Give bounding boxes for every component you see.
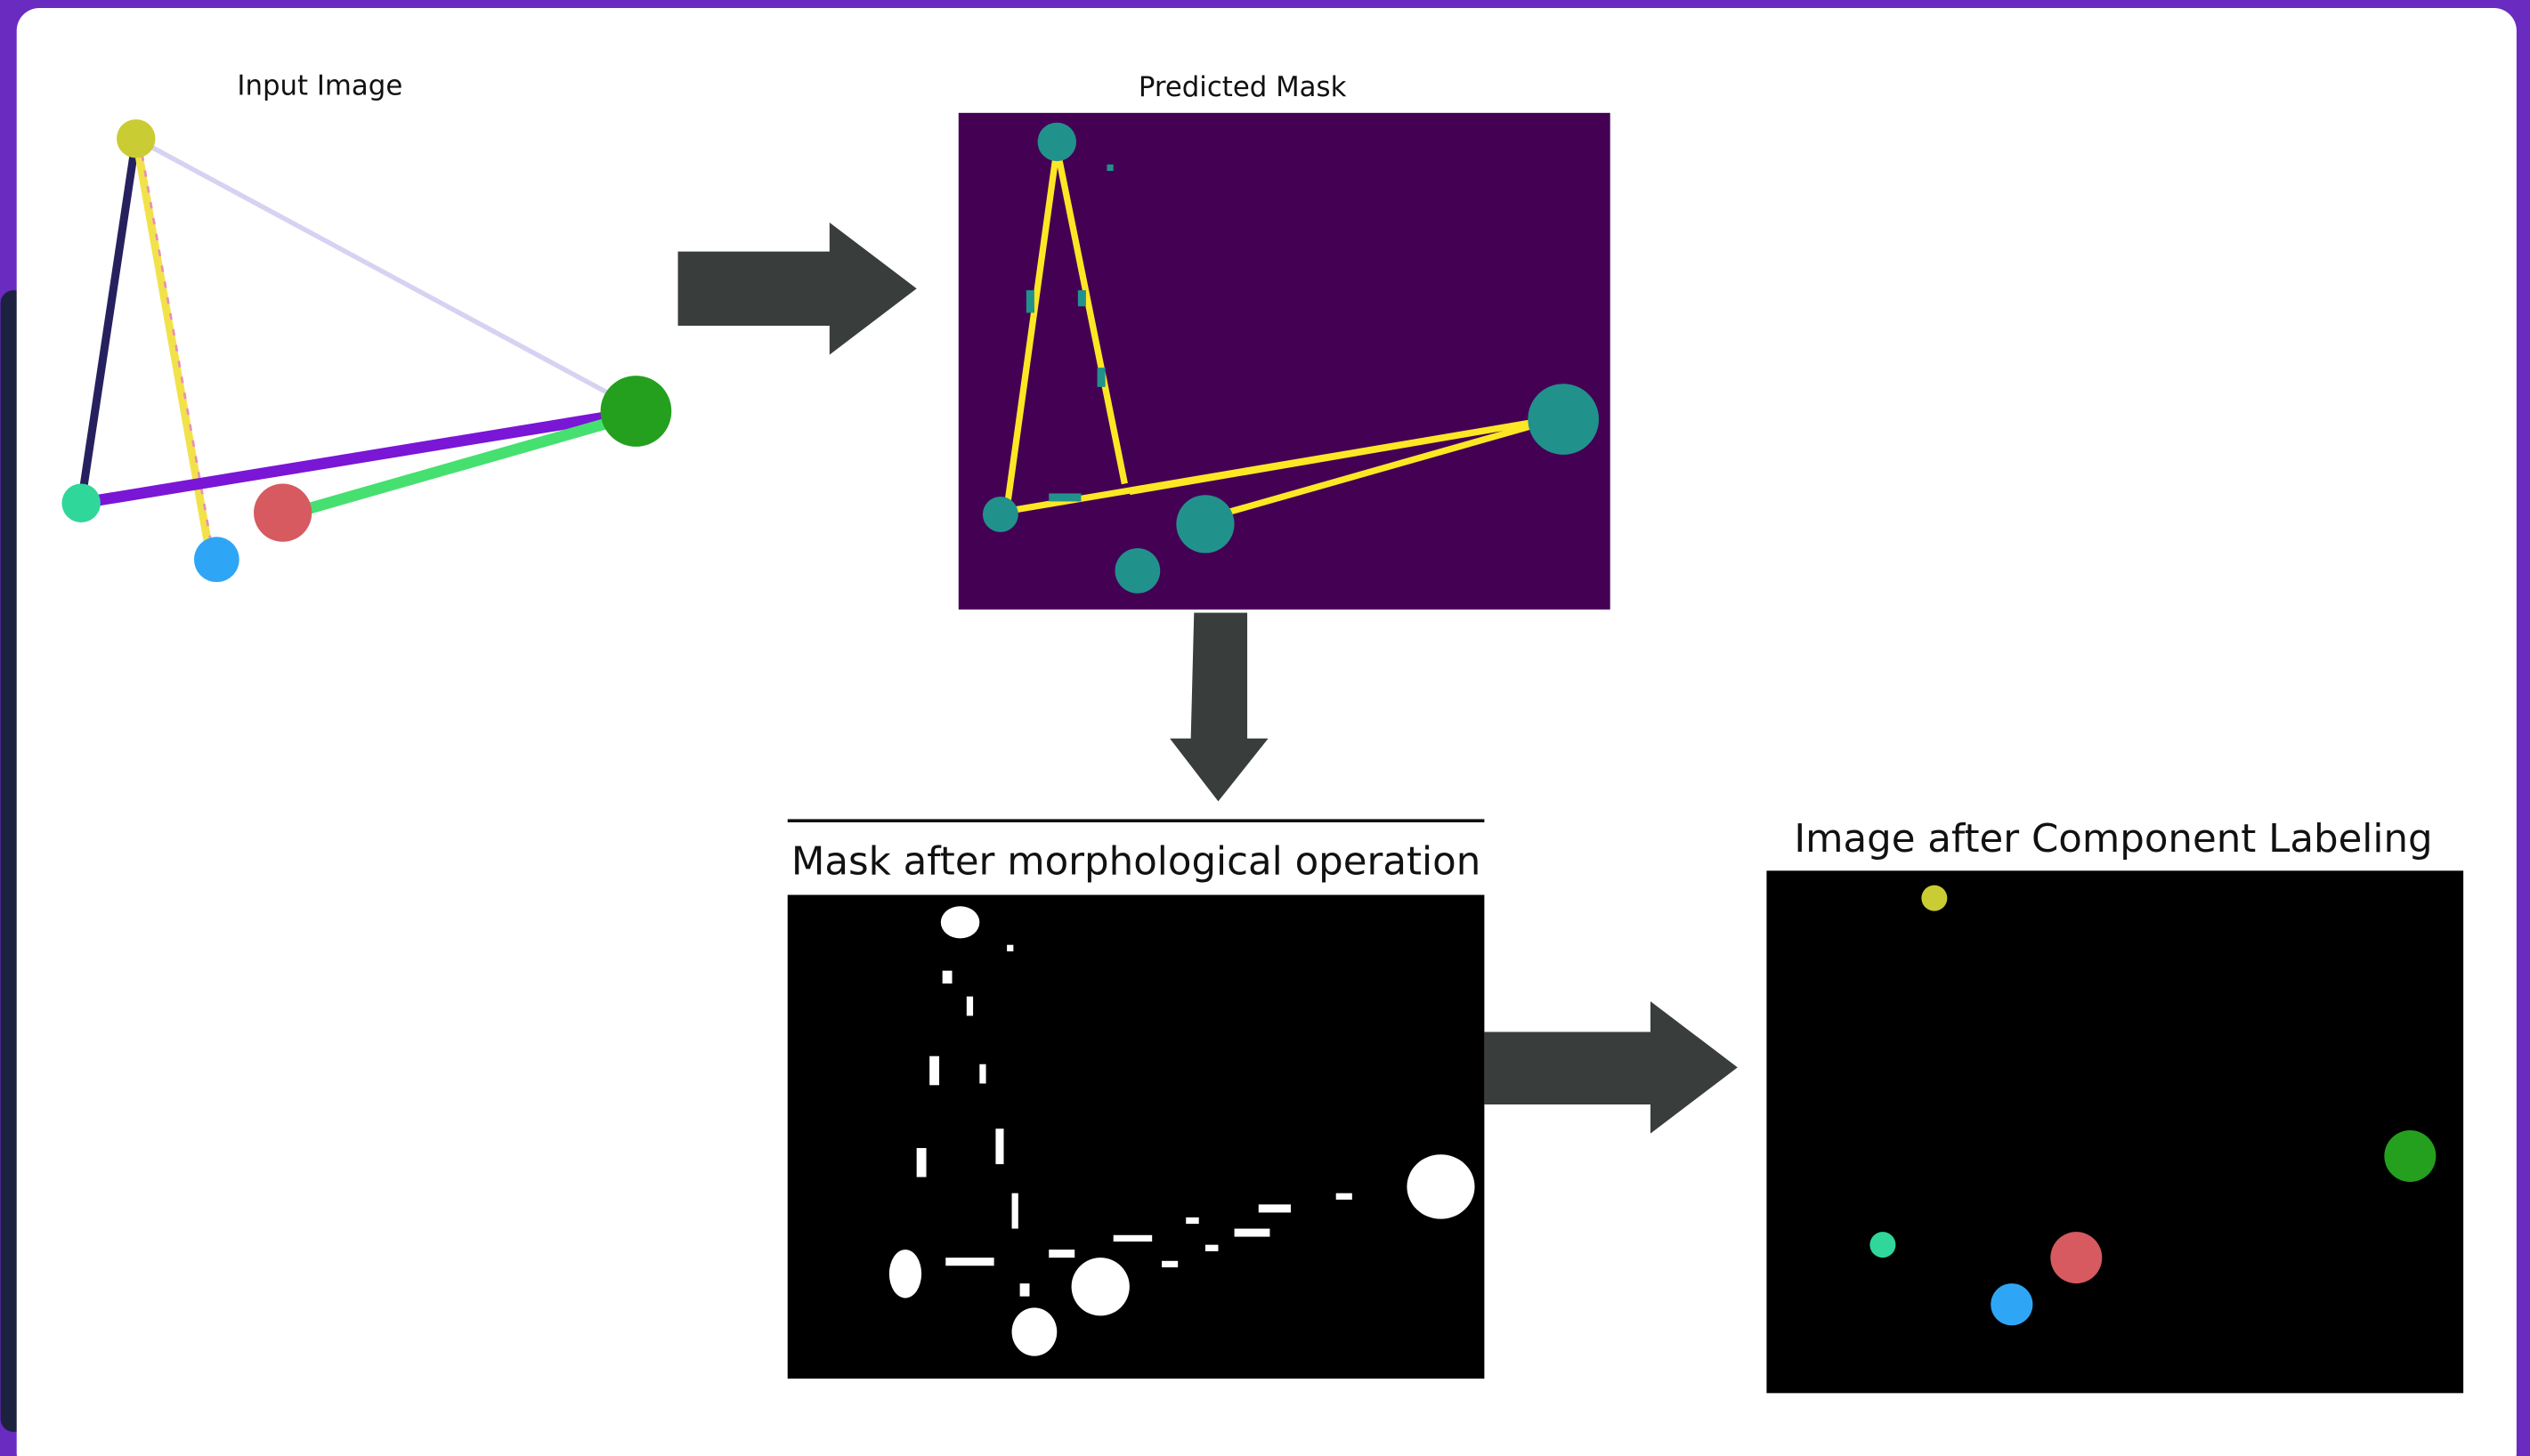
panel-title: Image after Component Labeling bbox=[1794, 817, 2432, 861]
predicted-mask: Predicted Mask bbox=[959, 71, 1610, 610]
page: {"panels": [ {"title": "Input Image"}, {… bbox=[0, 0, 2530, 1456]
diagram: Input Image Predicted Mask bbox=[0, 0, 2530, 1456]
component-labeling: Image after Component Labeling bbox=[1766, 817, 2463, 1393]
panel-title: Input Image bbox=[237, 69, 402, 101]
panel-title: Predicted Mask bbox=[1139, 71, 1347, 103]
morph-mask: Mask after morphological operation bbox=[788, 821, 1485, 1379]
panel-title: Mask after morphological operation bbox=[791, 840, 1480, 885]
